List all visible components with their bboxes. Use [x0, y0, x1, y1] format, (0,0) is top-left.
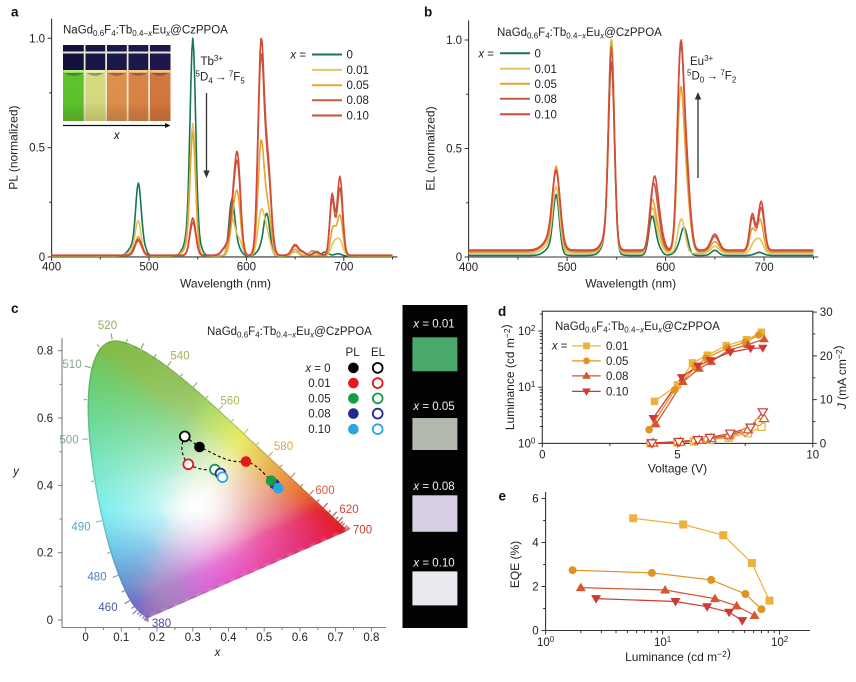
svg-text:600: 600: [315, 485, 334, 497]
svg-text:PL (normalized): PL (normalized): [7, 105, 21, 189]
svg-text:5D0 → 7F2: 5D0 → 7F2: [687, 69, 737, 85]
svg-text:0: 0: [539, 449, 545, 461]
svg-text:500: 500: [139, 262, 158, 274]
svg-text:x = 0.10: x = 0.10: [412, 558, 454, 570]
svg-text:0: 0: [535, 48, 541, 60]
svg-text:0: 0: [39, 252, 45, 264]
svg-text:0.8: 0.8: [37, 346, 53, 358]
svg-text:0.01: 0.01: [606, 341, 628, 353]
svg-text:0: 0: [82, 632, 88, 644]
svg-text:0.2: 0.2: [37, 548, 53, 560]
svg-text:EL (normalized): EL (normalized): [424, 106, 438, 190]
svg-text:PL: PL: [346, 347, 361, 359]
svg-text:0: 0: [456, 252, 462, 264]
svg-text:0.10: 0.10: [535, 109, 557, 121]
svg-text:520: 520: [98, 320, 117, 332]
svg-text:0: 0: [820, 438, 826, 450]
svg-text:0.10: 0.10: [606, 386, 628, 398]
svg-text:0.05: 0.05: [535, 79, 557, 91]
svg-text:a: a: [11, 5, 19, 20]
svg-text:1.0: 1.0: [29, 33, 45, 45]
svg-text:380: 380: [152, 618, 171, 630]
svg-text:0.5: 0.5: [256, 632, 272, 644]
svg-text:20: 20: [820, 351, 833, 363]
svg-text:620: 620: [339, 504, 358, 516]
svg-text:500: 500: [59, 435, 78, 447]
svg-text:480: 480: [87, 571, 106, 583]
svg-text:0.6: 0.6: [37, 413, 53, 425]
svg-text:10: 10: [806, 449, 819, 461]
svg-text:x = 0.05: x = 0.05: [412, 401, 454, 413]
svg-text:580: 580: [274, 441, 293, 453]
svg-text:x = 0.08: x = 0.08: [412, 481, 454, 493]
svg-text:Wavelength (nm): Wavelength (nm): [180, 276, 271, 290]
svg-text:0.05: 0.05: [347, 80, 369, 92]
svg-text:10: 10: [820, 395, 833, 407]
svg-text:0.5: 0.5: [446, 144, 462, 156]
svg-text:0.05: 0.05: [308, 393, 330, 405]
svg-text:700: 700: [353, 525, 372, 537]
svg-text:b: b: [424, 5, 432, 20]
svg-text:0.05: 0.05: [606, 356, 628, 368]
svg-text:4: 4: [532, 538, 539, 550]
svg-text:Voltage (V): Voltage (V): [648, 461, 707, 475]
svg-text:0.08: 0.08: [535, 94, 557, 106]
svg-text:0.6: 0.6: [292, 632, 308, 644]
svg-text:e: e: [499, 489, 507, 504]
svg-text:700: 700: [334, 262, 353, 274]
svg-text:460: 460: [98, 602, 117, 614]
svg-text:30: 30: [820, 307, 833, 319]
svg-text:600: 600: [237, 262, 256, 274]
svg-text:x = 0.01: x = 0.01: [412, 319, 454, 331]
svg-text:5: 5: [674, 449, 680, 461]
svg-text:0.10: 0.10: [308, 424, 330, 436]
svg-text:0: 0: [47, 615, 53, 627]
svg-text:0.7: 0.7: [328, 632, 344, 644]
svg-text:0: 0: [347, 50, 353, 62]
svg-text:700: 700: [755, 262, 774, 274]
svg-text:0.01: 0.01: [347, 65, 369, 77]
svg-text:490: 490: [71, 522, 90, 534]
svg-text:0.4: 0.4: [37, 480, 54, 492]
svg-text:0.3: 0.3: [185, 632, 201, 644]
svg-text:2: 2: [532, 582, 538, 594]
svg-text:560: 560: [220, 396, 239, 408]
svg-text:540: 540: [170, 351, 189, 363]
svg-text:Wavelength (nm): Wavelength (nm): [585, 277, 676, 291]
svg-text:0.4: 0.4: [221, 632, 238, 644]
svg-text:0.08: 0.08: [347, 95, 369, 107]
svg-text:0: 0: [532, 626, 538, 638]
svg-text:x =: x =: [551, 341, 568, 353]
svg-text:EQE (%): EQE (%): [508, 541, 522, 588]
svg-text:0.01: 0.01: [535, 64, 557, 76]
svg-text:d: d: [498, 304, 506, 319]
svg-text:600: 600: [656, 262, 675, 274]
svg-text:510: 510: [62, 359, 81, 371]
svg-text:0.01: 0.01: [308, 378, 330, 390]
svg-text:0.08: 0.08: [606, 371, 628, 383]
svg-text:EL: EL: [371, 347, 386, 359]
svg-text:1.0: 1.0: [446, 35, 462, 47]
svg-text:6: 6: [532, 494, 538, 506]
svg-text:5D4 → 7F5: 5D4 → 7F5: [196, 70, 246, 86]
svg-text:x =: x =: [289, 50, 306, 62]
svg-text:x = 0: x = 0: [304, 363, 330, 375]
svg-text:0.5: 0.5: [29, 143, 45, 155]
svg-text:0.1: 0.1: [113, 632, 129, 644]
svg-text:x =: x =: [477, 48, 494, 60]
svg-text:0.10: 0.10: [347, 111, 369, 123]
svg-text:0.08: 0.08: [308, 409, 330, 421]
svg-text:c: c: [11, 301, 19, 316]
svg-text:500: 500: [558, 262, 577, 274]
svg-text:0.2: 0.2: [149, 632, 165, 644]
svg-text:0.8: 0.8: [363, 632, 379, 644]
